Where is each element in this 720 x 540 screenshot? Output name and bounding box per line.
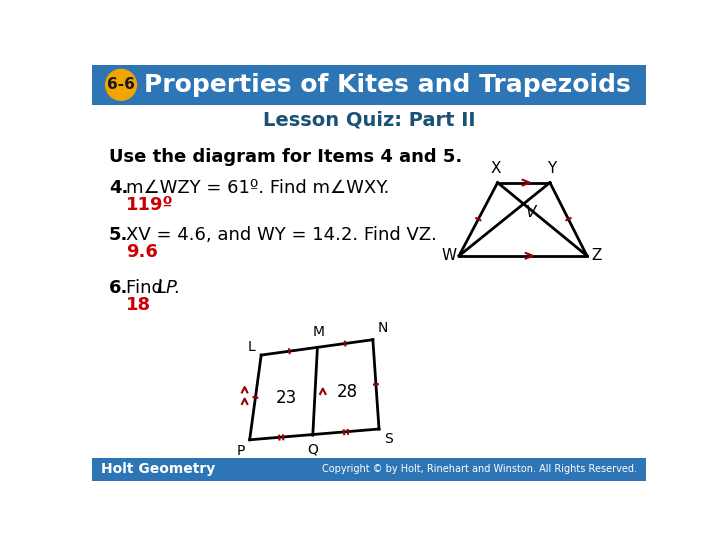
Text: M: M bbox=[313, 325, 325, 339]
Text: X: X bbox=[491, 161, 501, 176]
Text: N: N bbox=[377, 321, 388, 335]
Text: Use the diagram for Items 4 and 5.: Use the diagram for Items 4 and 5. bbox=[109, 148, 462, 166]
Text: LP: LP bbox=[156, 279, 177, 297]
Text: 5.: 5. bbox=[109, 226, 128, 245]
Text: 18: 18 bbox=[126, 296, 150, 314]
Text: Find: Find bbox=[126, 279, 168, 297]
Text: L: L bbox=[247, 340, 255, 354]
Text: 23: 23 bbox=[276, 389, 297, 407]
FancyBboxPatch shape bbox=[92, 65, 647, 105]
Text: 6-6: 6-6 bbox=[107, 77, 135, 92]
Text: Q: Q bbox=[307, 443, 318, 457]
Text: 4.: 4. bbox=[109, 179, 128, 197]
Text: P: P bbox=[237, 444, 245, 457]
Text: Y: Y bbox=[547, 161, 556, 176]
Text: Holt Geometry: Holt Geometry bbox=[101, 462, 215, 476]
Circle shape bbox=[106, 70, 137, 100]
Text: 28: 28 bbox=[336, 383, 358, 401]
Text: 119º: 119º bbox=[126, 195, 174, 214]
Text: Copyright © by Holt, Rinehart and Winston. All Rights Reserved.: Copyright © by Holt, Rinehart and Winsto… bbox=[322, 464, 637, 474]
Text: Lesson Quiz: Part II: Lesson Quiz: Part II bbox=[263, 111, 475, 130]
Text: Properties of Kites and Trapezoids: Properties of Kites and Trapezoids bbox=[144, 73, 631, 97]
FancyBboxPatch shape bbox=[92, 457, 647, 481]
Text: W: W bbox=[441, 248, 456, 264]
Text: 6.: 6. bbox=[109, 279, 128, 297]
Text: XV = 4.6, and WY = 14.2. Find VZ.: XV = 4.6, and WY = 14.2. Find VZ. bbox=[126, 226, 436, 245]
Text: 9.6: 9.6 bbox=[126, 244, 158, 261]
Text: .: . bbox=[174, 279, 179, 297]
Text: S: S bbox=[384, 432, 392, 446]
Text: Z: Z bbox=[592, 248, 602, 264]
Text: V: V bbox=[526, 205, 536, 220]
Text: m∠WZY = 61º. Find m∠WXY.: m∠WZY = 61º. Find m∠WXY. bbox=[126, 179, 389, 197]
